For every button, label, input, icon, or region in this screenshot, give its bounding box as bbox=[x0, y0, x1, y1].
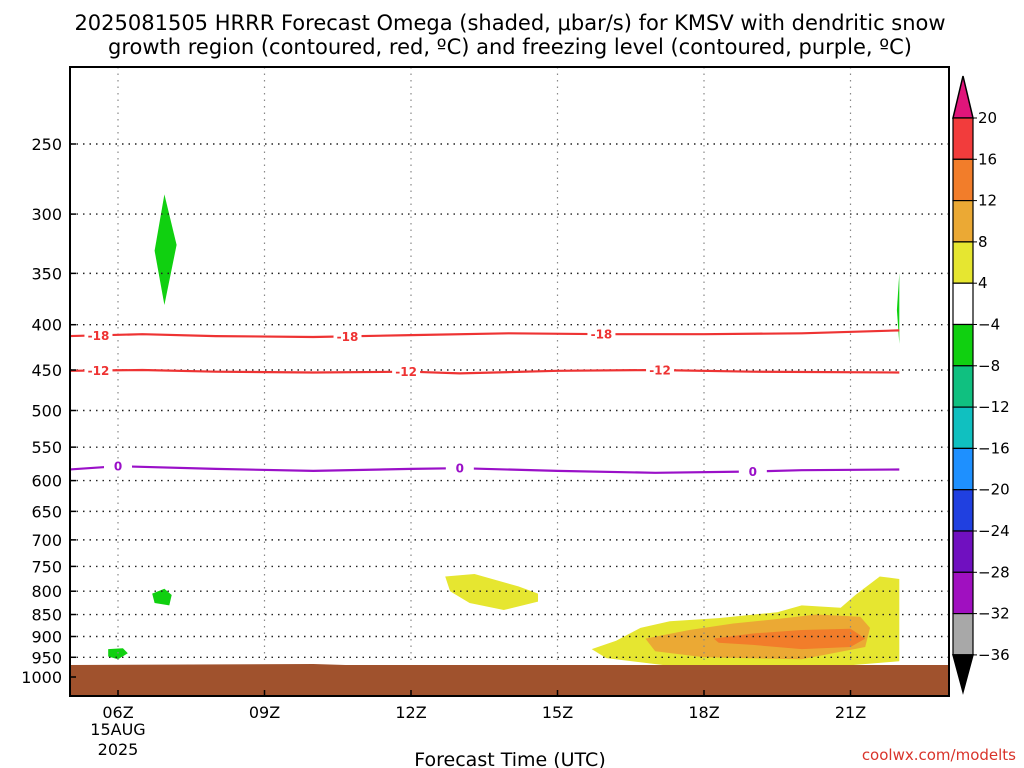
omega-shaded-region bbox=[152, 588, 172, 606]
y-tick-label: 550 bbox=[31, 438, 62, 457]
chart-title-line-2: growth region (contoured, red, ºC) and f… bbox=[108, 35, 912, 59]
colorbar-label: −12 bbox=[978, 398, 1010, 416]
contour-label: -12 bbox=[88, 364, 110, 378]
contour-label-bg bbox=[445, 461, 474, 476]
colorbar-label: −16 bbox=[978, 439, 1010, 457]
terrain-edge bbox=[70, 664, 949, 696]
colorbar-label: −20 bbox=[978, 481, 1010, 499]
y-tick-label: 850 bbox=[31, 606, 62, 625]
contour-label-bg bbox=[84, 328, 113, 343]
colorbar-segment bbox=[952, 612, 974, 656]
x-date-label-day: 15AUG bbox=[90, 720, 145, 739]
contour-label: -18 bbox=[337, 330, 359, 344]
plot-area: -18 -18 -18 -12 -12 -12 0 0 0 250 300 350 400 450 500 5… bbox=[21, 66, 950, 722]
colorbar-segment bbox=[952, 447, 974, 491]
colorbar-label: 20 bbox=[978, 109, 997, 127]
colorbar-label: −24 bbox=[978, 522, 1010, 540]
contour-label-bg bbox=[646, 363, 675, 378]
colorbar-segment bbox=[952, 241, 974, 284]
omega-shaded-region bbox=[108, 648, 128, 660]
colorbar-segment bbox=[952, 158, 974, 202]
x-date-label-year: 2025 bbox=[98, 740, 139, 759]
contour-label: 0 bbox=[456, 462, 464, 476]
colorbar-segment bbox=[952, 406, 974, 450]
colorbar-segment bbox=[952, 530, 974, 573]
colorbar-label: −36 bbox=[978, 646, 1010, 664]
colorbar-label: 16 bbox=[978, 150, 997, 168]
colorbar-label: −8 bbox=[978, 357, 1000, 375]
colorbar-segment bbox=[952, 200, 974, 243]
y-tick-label: 500 bbox=[31, 402, 62, 421]
y-tick-label: 300 bbox=[31, 205, 62, 224]
contour-line bbox=[70, 368, 900, 375]
x-tick-label: 09Z bbox=[249, 703, 280, 722]
colorbar-label: −28 bbox=[978, 563, 1010, 581]
x-tick-label: 21Z bbox=[835, 703, 866, 722]
y-tick-label: 750 bbox=[31, 557, 62, 576]
x-axis-title: Forecast Time (UTC) bbox=[414, 749, 605, 768]
colorbar-label: −4 bbox=[978, 316, 1000, 334]
plot-content: -18 -18 -18 -12 -12 -12 0 0 0 bbox=[70, 67, 949, 696]
colorbar-label: 12 bbox=[978, 192, 997, 210]
contour-label: 0 bbox=[749, 465, 757, 479]
contour-label: -18 bbox=[88, 329, 110, 343]
colorbar-segment bbox=[952, 282, 974, 326]
colorbar-segment bbox=[952, 571, 974, 615]
omega-shaded-region bbox=[896, 273, 900, 344]
contour-label: 0 bbox=[114, 460, 122, 474]
y-tick-label: 650 bbox=[31, 502, 62, 521]
contour-line bbox=[70, 465, 900, 474]
contour-label-bg bbox=[587, 327, 616, 342]
contour-label: -18 bbox=[591, 328, 613, 342]
omega-shaded-region bbox=[445, 574, 538, 610]
x-tick-label: 15Z bbox=[542, 703, 573, 722]
plot-frame bbox=[69, 66, 950, 697]
contour-label-bg bbox=[84, 363, 113, 378]
y-tick-label: 900 bbox=[31, 627, 62, 646]
colorbar-arrow-bottom bbox=[952, 654, 974, 695]
y-tick-label: 700 bbox=[31, 531, 62, 550]
y-tick-label: 350 bbox=[31, 264, 62, 283]
credit-text: coolwx.com/modelts bbox=[862, 746, 1016, 764]
colorbar-label: 8 bbox=[978, 233, 988, 251]
x-tick-label: 06Z bbox=[102, 703, 133, 722]
colorbar-segment bbox=[952, 365, 974, 408]
contour-label-bg bbox=[392, 364, 421, 379]
colorbar-segment bbox=[952, 323, 974, 367]
omega-shaded-region bbox=[154, 194, 177, 305]
y-tick-label: 800 bbox=[31, 582, 62, 601]
contour-label: -12 bbox=[395, 365, 417, 379]
chart-title-line-1: 2025081505 HRRR Forecast Omega (shaded, … bbox=[74, 11, 945, 35]
contour-label: -12 bbox=[649, 364, 671, 378]
colorbar-segment bbox=[952, 489, 974, 532]
contour-label-bg bbox=[104, 459, 132, 474]
x-tick-label: 18Z bbox=[688, 703, 719, 722]
y-tick-label: 450 bbox=[31, 361, 62, 380]
y-tick-label: 400 bbox=[31, 316, 62, 335]
colorbar: 20 16 12 8 4 −4 −8 −12 −16 −20 −24 −28 −32 −36 bbox=[952, 75, 1010, 695]
contour-label-bg bbox=[738, 464, 767, 479]
colorbar-label: −32 bbox=[978, 605, 1010, 623]
colorbar-segment bbox=[952, 117, 974, 160]
contour-label-bg bbox=[333, 329, 362, 344]
y-tick-label: 250 bbox=[31, 135, 62, 154]
y-tick-label: 950 bbox=[31, 648, 62, 667]
colorbar-label: 4 bbox=[978, 274, 988, 292]
y-tick-label: 1000 bbox=[21, 668, 62, 687]
colorbar-arrow-top bbox=[952, 75, 974, 119]
x-tick-label: 12Z bbox=[395, 703, 426, 722]
omega-shaded-region bbox=[713, 628, 866, 650]
contour-line bbox=[70, 329, 900, 339]
y-tick-label: 600 bbox=[31, 472, 62, 491]
